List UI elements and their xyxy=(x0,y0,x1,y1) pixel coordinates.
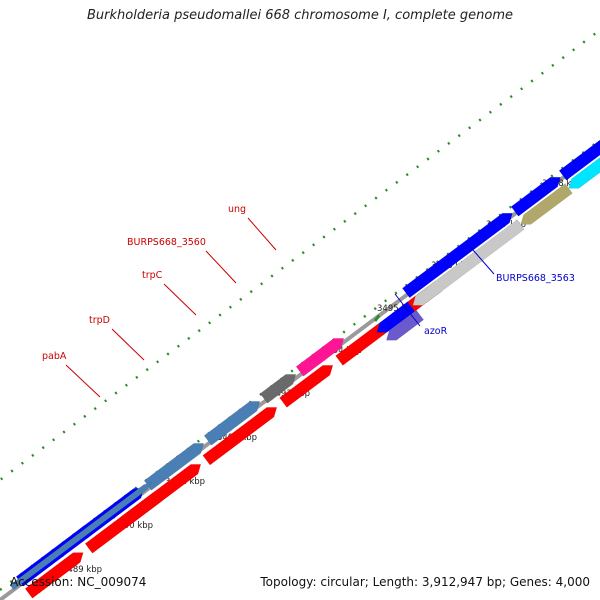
gene-label: BURPS668_3560 xyxy=(127,237,206,248)
gene-label: trpC xyxy=(142,270,163,281)
forward-gene-arrow xyxy=(202,407,278,466)
upper-gene-arrow xyxy=(295,338,345,377)
forward-gene-arrow xyxy=(558,139,600,181)
outer-tick-track xyxy=(0,29,600,482)
position-label: 3495 kbp xyxy=(377,304,417,314)
gene-leader-line xyxy=(65,364,101,398)
forward-gene-arrow xyxy=(510,176,561,217)
upper-gene-arrow xyxy=(259,374,297,404)
forward-gene-arrow xyxy=(120,464,202,527)
upper-gene-arrow xyxy=(9,481,153,591)
genome-summary-text: Topology: circular; Length: 3,912,947 bp… xyxy=(260,575,590,589)
gene-leader-line xyxy=(163,283,197,316)
major-tick-mark xyxy=(373,314,381,322)
reverse-gene-arrow xyxy=(412,219,525,306)
reverse-gene-arrow xyxy=(520,183,573,225)
gene-label: pabA xyxy=(42,351,67,362)
forward-gene-arrow xyxy=(402,212,513,299)
position-label: 3498 kbp xyxy=(542,179,582,189)
gene-label: azoR xyxy=(424,326,448,337)
position-label: 3490 kbp xyxy=(113,521,153,531)
position-label: 3489 kbp xyxy=(62,565,102,575)
map-title: Burkholderia pseudomallei 668 chromosome… xyxy=(86,8,514,23)
gene-leader-line xyxy=(394,293,421,327)
reverse-gene-arrow xyxy=(376,301,416,333)
upper-gene-arrow xyxy=(203,401,261,446)
gene-leader-line xyxy=(111,328,145,361)
reverse-gene-arrow xyxy=(568,157,600,189)
gene-label: ung xyxy=(228,204,246,215)
forward-gene-arrow xyxy=(24,552,84,599)
forward-gene-arrow xyxy=(279,365,334,408)
gene-leader-line xyxy=(205,250,237,284)
gene-label: BURPS668_3563 xyxy=(496,273,575,284)
gene-leader-line xyxy=(247,217,277,251)
gene-label: trpD xyxy=(89,315,110,326)
accession-text: Accession: NC_009074 xyxy=(10,575,147,589)
upper-gene-arrow xyxy=(143,443,205,491)
gene-leader-line xyxy=(465,241,495,275)
reverse-gene-arrow xyxy=(386,309,424,341)
